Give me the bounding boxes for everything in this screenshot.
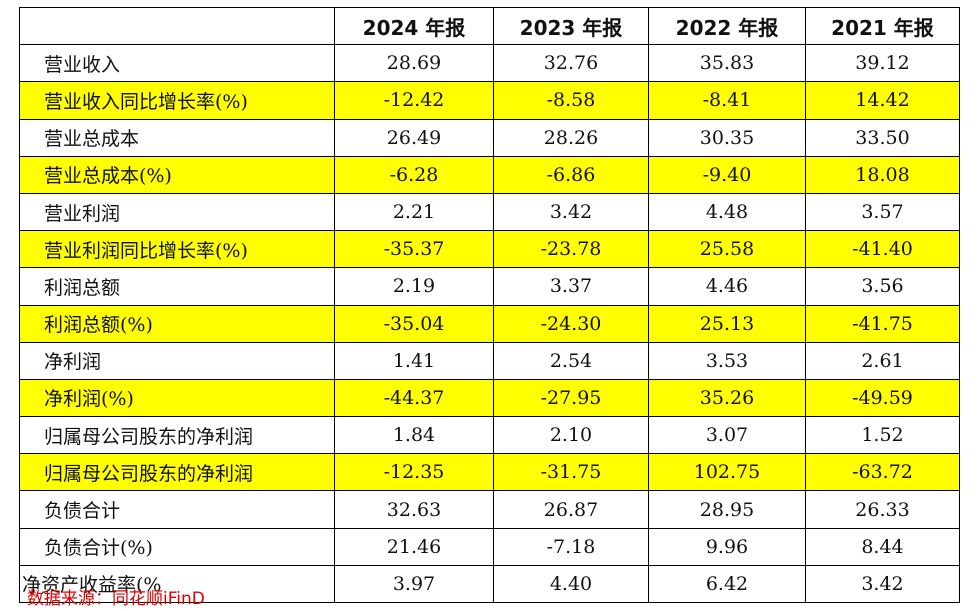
value-cell: -12.35 xyxy=(334,453,494,492)
table-row: 净利润 1.41 2.54 3.53 2.61 xyxy=(19,341,960,380)
value-cell: 2.54 xyxy=(493,341,649,380)
value-cell: 3.56 xyxy=(805,267,960,306)
table-row: 营业利润同比增长率(%) -35.37 -23.78 25.58 -41.40 xyxy=(19,230,960,269)
value-cell: 18.08 xyxy=(805,155,960,194)
value-cell: 33.50 xyxy=(805,118,960,157)
row-label: 营业利润 xyxy=(19,192,335,232)
value-cell: 26.49 xyxy=(334,118,494,157)
row-label: 营业总成本 xyxy=(19,118,335,157)
row-label: 归属母公司股东的净利润 xyxy=(19,453,335,492)
value-cell: 3.42 xyxy=(493,192,649,232)
value-cell: 3.57 xyxy=(805,192,960,232)
value-cell: 35.83 xyxy=(648,44,806,83)
row-label: 营业利润同比增长率(%) xyxy=(19,230,335,269)
value-cell: 28.69 xyxy=(334,44,494,83)
value-cell: -63.72 xyxy=(805,453,960,492)
value-cell: 14.42 xyxy=(805,81,960,120)
value-cell: -23.78 xyxy=(493,230,649,269)
value-cell: -35.37 xyxy=(334,230,494,269)
value-cell: 1.41 xyxy=(334,341,494,380)
value-cell: 102.75 xyxy=(648,453,806,492)
table-row: 营业收入 28.69 32.76 35.83 39.12 xyxy=(19,44,960,83)
value-cell: 6.42 xyxy=(648,564,806,604)
value-cell: -41.40 xyxy=(805,230,960,269)
value-cell: 9.96 xyxy=(648,527,806,566)
table-body: 营业收入 28.69 32.76 35.83 39.12 营业收入同比增长率(%) -12.… xyxy=(19,44,960,604)
value-cell: 3.37 xyxy=(493,267,649,306)
value-cell: 32.63 xyxy=(334,490,494,529)
table-row: 利润总额 2.19 3.37 4.46 3.56 xyxy=(19,267,960,306)
value-cell: 3.97 xyxy=(334,564,494,604)
value-cell: 2.19 xyxy=(334,267,494,306)
value-cell: 25.58 xyxy=(648,230,806,269)
row-label: 净利润(%) xyxy=(19,378,335,418)
column-header-2021: 2021 年报 xyxy=(805,6,960,46)
value-cell: 28.95 xyxy=(648,490,806,529)
value-cell: 3.42 xyxy=(805,564,960,604)
value-cell: -12.42 xyxy=(334,81,494,120)
data-source-note: 数据来源：同花顺iFinD xyxy=(27,589,205,609)
table-row: 负债合计(%) 21.46 -7.18 9.96 8.44 xyxy=(19,527,960,566)
value-cell: 8.44 xyxy=(805,527,960,566)
row-label: 负债合计 xyxy=(19,490,335,529)
table-row: 利润总额(%) -35.04 -24.30 25.13 -41.75 xyxy=(19,304,960,343)
row-label: 净资产收益率(% xyxy=(19,564,335,604)
header-corner-cell xyxy=(19,6,335,46)
value-cell: 2.21 xyxy=(334,192,494,232)
value-cell: 1.84 xyxy=(334,416,494,455)
value-cell: 30.35 xyxy=(648,118,806,157)
value-cell: -27.95 xyxy=(493,378,649,418)
value-cell: 28.26 xyxy=(493,118,649,157)
value-cell: 39.12 xyxy=(805,44,960,83)
table-row: 归属母公司股东的净利润 1.84 2.10 3.07 1.52 xyxy=(19,416,960,455)
value-cell: 4.46 xyxy=(648,267,806,306)
financial-table: 2024 年报 2023 年报 2022 年报 2021 年报 营业收入 28.6… xyxy=(19,6,960,604)
table-row: 营业收入同比增长率(%) -12.42 -8.58 -8.41 14.42 xyxy=(19,81,960,120)
row-label: 营业总成本(%) xyxy=(19,155,335,194)
row-label: 营业收入同比增长率(%) xyxy=(19,81,335,120)
row-label: 归属母公司股东的净利润 xyxy=(19,416,335,455)
value-cell: 3.07 xyxy=(648,416,806,455)
row-label: 负债合计(%) xyxy=(19,527,335,566)
table-row: 负债合计 32.63 26.87 28.95 26.33 xyxy=(19,490,960,529)
value-cell: -6.86 xyxy=(493,155,649,194)
value-cell: 25.13 xyxy=(648,304,806,343)
value-cell: 32.76 xyxy=(493,44,649,83)
value-cell: 3.53 xyxy=(648,341,806,380)
table-header-row: 2024 年报 2023 年报 2022 年报 2021 年报 xyxy=(19,6,960,46)
row-label: 利润总额 xyxy=(19,267,335,306)
value-cell: 26.33 xyxy=(805,490,960,529)
value-cell: -24.30 xyxy=(493,304,649,343)
value-cell: -9.40 xyxy=(648,155,806,194)
value-cell: -6.28 xyxy=(334,155,494,194)
value-cell: -49.59 xyxy=(805,378,960,418)
table-row: 净利润(%) -44.37 -27.95 35.26 -49.59 xyxy=(19,378,960,418)
column-header-2023: 2023 年报 xyxy=(493,6,649,46)
row-label: 净利润 xyxy=(19,341,335,380)
column-header-2022: 2022 年报 xyxy=(648,6,806,46)
value-cell: -8.58 xyxy=(493,81,649,120)
value-cell: 2.61 xyxy=(805,341,960,380)
value-cell: -8.41 xyxy=(648,81,806,120)
value-cell: -44.37 xyxy=(334,378,494,418)
value-cell: 26.87 xyxy=(493,490,649,529)
table-row: 归属母公司股东的净利润 -12.35 -31.75 102.75 -63.72 xyxy=(19,453,960,492)
value-cell: -31.75 xyxy=(493,453,649,492)
value-cell: -41.75 xyxy=(805,304,960,343)
table-row: 营业总成本 26.49 28.26 30.35 33.50 xyxy=(19,118,960,157)
row-label: 利润总额(%) xyxy=(19,304,335,343)
table-row: 营业总成本(%) -6.28 -6.86 -9.40 18.08 xyxy=(19,155,960,194)
value-cell: 4.40 xyxy=(493,564,649,604)
value-cell: 4.48 xyxy=(648,192,806,232)
value-cell: 1.52 xyxy=(805,416,960,455)
value-cell: -35.04 xyxy=(334,304,494,343)
value-cell: 21.46 xyxy=(334,527,494,566)
value-cell: 2.10 xyxy=(493,416,649,455)
column-header-2024: 2024 年报 xyxy=(334,6,494,46)
table-row: 净资产收益率(% 3.97 4.40 6.42 3.42 xyxy=(19,564,960,604)
value-cell: 35.26 xyxy=(648,378,806,418)
row-label: 营业收入 xyxy=(19,44,335,83)
value-cell: -7.18 xyxy=(493,527,649,566)
table-row: 营业利润 2.21 3.42 4.48 3.57 xyxy=(19,192,960,232)
